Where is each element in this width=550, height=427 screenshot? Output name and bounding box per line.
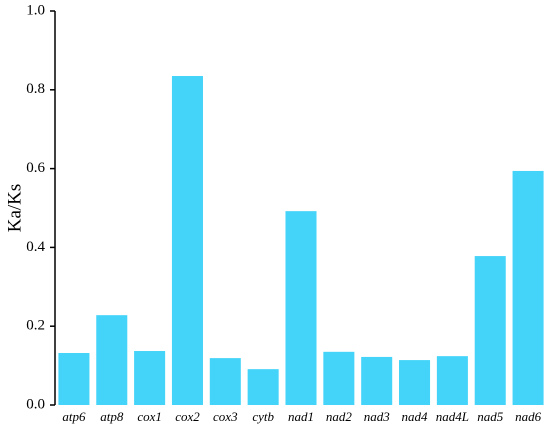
x-tick-label: nad5: [477, 409, 504, 424]
y-axis-label: Ka/Ks: [4, 184, 25, 233]
bar: [285, 211, 317, 405]
x-tick-label: cox2: [175, 409, 200, 424]
x-tick-label: nad6: [515, 409, 542, 424]
bar: [58, 352, 90, 405]
bar: [171, 76, 203, 405]
x-tick-label: cytb: [252, 409, 274, 424]
y-tick-label: 0.4: [26, 239, 45, 255]
x-tick-label: nad4L: [436, 409, 469, 424]
bar: [134, 351, 166, 405]
y-tick-label: 0.0: [26, 396, 45, 412]
x-tick-label: atp8: [100, 409, 124, 424]
x-tick-label: nad1: [288, 409, 314, 424]
bar: [436, 356, 468, 405]
x-tick-label: cox1: [137, 409, 162, 424]
bar: [209, 358, 241, 405]
x-tick-label: nad2: [326, 409, 353, 424]
y-tick-label: 0.6: [26, 160, 45, 176]
x-tick-label: atp6: [62, 409, 86, 424]
bar: [474, 256, 506, 405]
y-tick-label: 0.8: [26, 81, 45, 97]
bar: [361, 356, 393, 405]
x-tick-label: cox3: [213, 409, 238, 424]
bar: [323, 351, 355, 405]
y-tick-label: 1.0: [26, 2, 45, 18]
bar: [247, 369, 279, 405]
y-tick-label: 0.2: [26, 318, 45, 334]
x-tick-label: nad4: [402, 409, 429, 424]
bar: [399, 360, 431, 405]
bar: [96, 315, 128, 405]
x-tick-label: nad3: [364, 409, 391, 424]
bar: [512, 170, 544, 405]
